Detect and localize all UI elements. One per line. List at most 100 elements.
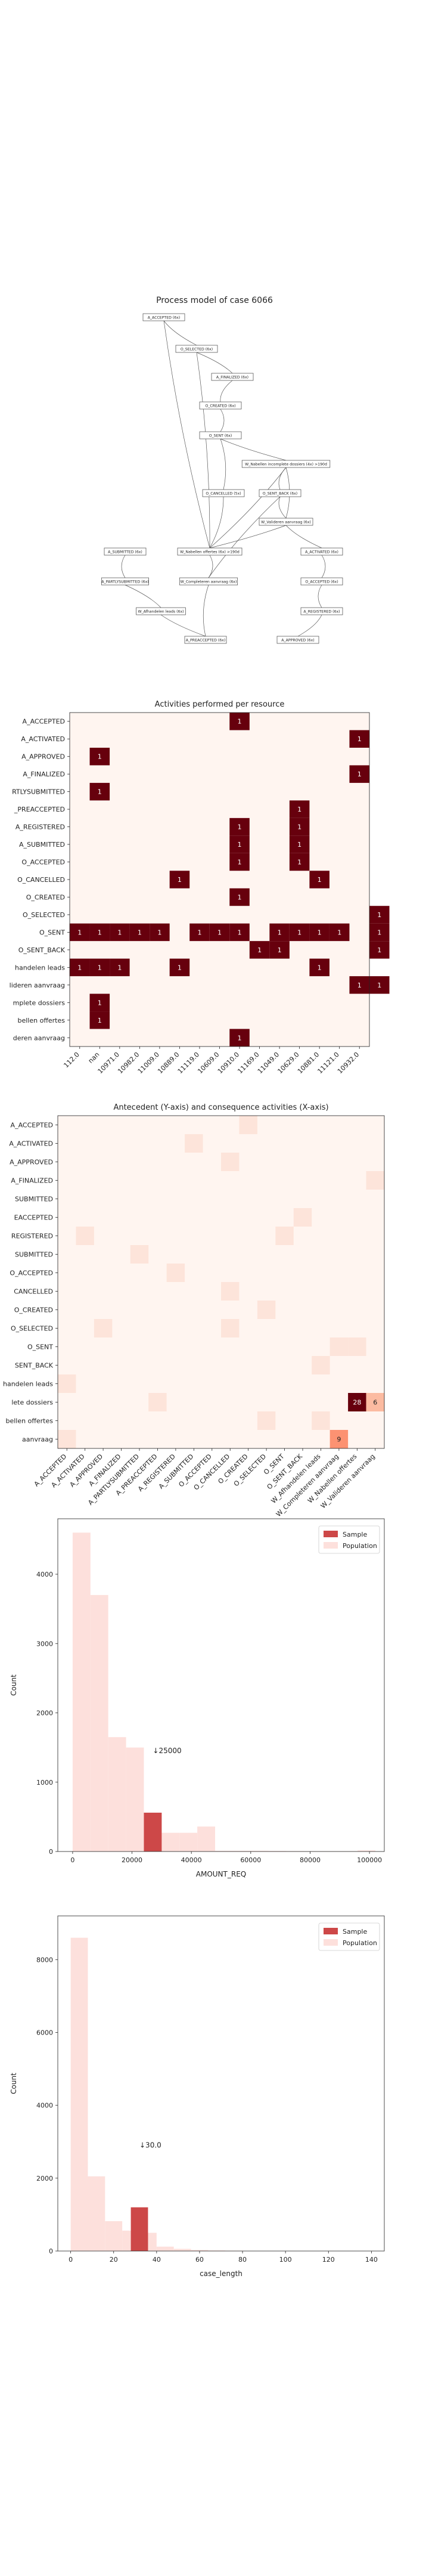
heatmap-row-label: bellen offertes [5, 1417, 53, 1425]
heatmap-cell-label: 1 [238, 823, 242, 831]
heatmap-cell-label: 1 [117, 964, 122, 971]
population-bar [105, 2221, 123, 2251]
heatmap-cell-faint [221, 1153, 240, 1171]
population-bar [250, 1850, 269, 1852]
process-edge [297, 614, 322, 637]
sample-annotation: ↓25000 [153, 1747, 181, 1755]
heatmap-title: Antecedent (Y-axis) and consequence acti… [113, 1103, 328, 1112]
process-node-box [202, 489, 245, 497]
heatmap-cell [89, 747, 110, 766]
process-node: A_PREACCEPTED (6x) [184, 636, 227, 644]
process-edge [163, 320, 197, 346]
heatmap-col-label: 10932.0 [336, 1051, 360, 1075]
process-node-label: O_SENT (6x) [209, 434, 232, 438]
heatmap-cell-faint [221, 1319, 240, 1337]
heatmap-cell [329, 1430, 349, 1448]
heatmap-cell [150, 923, 170, 942]
heatmap-cell [309, 871, 329, 888]
process-node: W_Afhandelen leads (6x) [136, 607, 186, 615]
sample-bar [130, 2207, 148, 2251]
heatmap-row-label: O_ACCEPTED [21, 859, 65, 866]
heatmap-cell-label: 1 [278, 928, 282, 936]
process-node-label: W_Nabellen incomplete dossiers (4x) >190… [245, 463, 327, 467]
heatmap-cell-label: 1 [157, 928, 161, 936]
heatmap-row-label: A_ACTIVATED [9, 1140, 53, 1148]
heatmap-cell-faint [257, 1411, 276, 1430]
population-bar [156, 2246, 174, 2251]
x-tick-label: 20 [110, 2256, 118, 2264]
heatmap-cell [229, 818, 250, 836]
process-node-label: O_SENT_BACK (6x) [263, 492, 297, 496]
x-tick-label: 100 [279, 2256, 292, 2264]
population-bar [197, 1826, 216, 1852]
process-edge [196, 352, 210, 549]
heatmap-cell [110, 923, 130, 942]
heatmap-cell-label: 1 [278, 946, 282, 954]
heatmap-row-label: RTLYSUBMITTED [12, 788, 65, 796]
process-node-label: A_REGISTERED (6x) [303, 610, 340, 614]
heatmap-cell [89, 993, 110, 1012]
legend-label-population: Population [343, 1542, 377, 1550]
process-node-label: A_PREACCEPTED (6x) [186, 639, 226, 643]
legend-label-sample: Sample [343, 1928, 367, 1936]
process-node: A_APPROVED (6x) [276, 636, 319, 644]
process-node-box [241, 460, 331, 468]
process-node-box [300, 607, 343, 615]
heatmap-cell-faint [366, 1171, 384, 1190]
heatmap-cell-faint [312, 1356, 330, 1374]
heatmap-cell-label: 1 [297, 806, 301, 813]
y-axis-label: Count [10, 1674, 18, 1696]
x-tick-label: 20000 [122, 1856, 142, 1864]
process-node-box [179, 577, 238, 586]
legend-swatch-population [324, 1939, 338, 1946]
heatmap-cell-label: 1 [297, 859, 301, 866]
heatmap-cell-faint [130, 1245, 149, 1264]
y-tick-label: 1000 [36, 1779, 53, 1787]
y-tick-label: 4000 [36, 1571, 53, 1578]
heatmap-row-label: O_SELECTED [11, 1325, 53, 1333]
heatmap-cell [369, 976, 390, 994]
heatmap-cell-faint [166, 1264, 185, 1282]
heatmap-cell [366, 1393, 384, 1411]
x-axis-label: AMOUNT_REQ [196, 1870, 246, 1878]
heatmap-cell-label: 1 [297, 823, 301, 831]
heatmap-row-label: A_FINALIZED [11, 1177, 53, 1185]
heatmap-cell [229, 888, 250, 906]
y-tick-label: 0 [49, 1848, 53, 1856]
heatmap-cell [329, 923, 350, 942]
process-node-label: A_ACTIVATED (6x) [305, 550, 338, 555]
process-node-label: O_CANCELLED (5x) [206, 492, 241, 496]
heatmap-frame [57, 1115, 385, 1449]
heatmap-cell-faint [293, 1208, 312, 1227]
x-tick-label: 0 [69, 2256, 73, 2264]
antecedent-heatmap: Antecedent (Y-axis) and consequence acti… [3, 1103, 385, 1518]
heatmap-row-label: bellen offertes [17, 1017, 65, 1024]
heatmap-cell-label: 1 [178, 964, 182, 971]
heatmap-cell [189, 923, 210, 942]
heatmap-cell [349, 765, 369, 783]
heatmap-cell-label: 28 [353, 1399, 361, 1407]
process-node-label: A_FINALIZED (6x) [216, 376, 248, 380]
heatmap-cell [289, 800, 310, 818]
population-bar [268, 1851, 287, 1852]
heatmap-cell [309, 958, 329, 977]
process-node-box [101, 577, 149, 586]
population-bar [72, 1532, 91, 1852]
process-node: O_SENT_BACK (6x) [259, 489, 301, 497]
process-edge [220, 438, 287, 461]
heatmap-cell-label: 1 [238, 893, 242, 901]
heatmap-row-label: deren aanvraag [13, 1034, 65, 1042]
heatmap-cell [169, 871, 190, 888]
heatmap-cell-faint [76, 1227, 94, 1245]
process-edge [125, 584, 161, 608]
heatmap-row-label: SUBMITTED [15, 1196, 53, 1203]
legend-swatch-sample [324, 1531, 338, 1537]
heatmap-row-label: handelen leads [15, 964, 65, 971]
x-tick-label: 80 [238, 2256, 247, 2264]
process-node-label: A_PARTLYSUBMITTED (6x) [101, 580, 148, 584]
heatmap-cell-label: 1 [77, 964, 82, 971]
heatmap-row-label: A_FINALIZED [23, 770, 65, 778]
heatmap-row-label: lideren aanvraag [10, 982, 65, 989]
x-tick-label: 100000 [357, 1856, 382, 1864]
heatmap-row-label: A_APPROVED [10, 1159, 53, 1166]
